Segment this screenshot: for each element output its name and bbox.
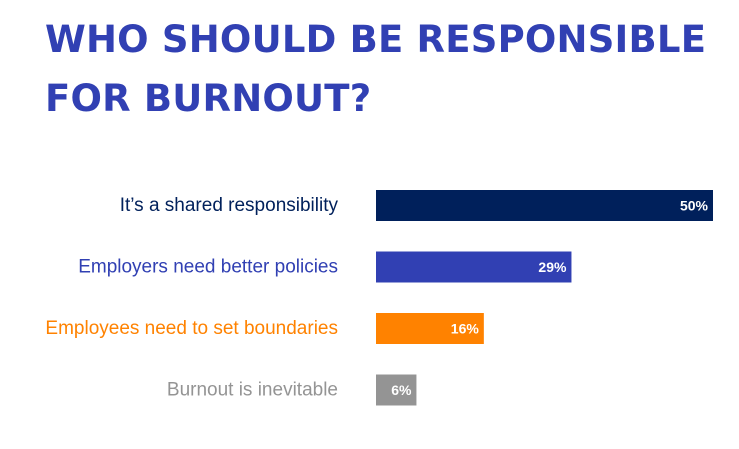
bar-row: Employers need better policies 29% [78,251,572,283]
value-label: 16% [451,321,480,337]
bar [376,251,572,283]
bar-row: It’s a shared responsibility 50% [120,190,713,221]
bar [376,313,484,344]
chart-title-line-2: FOR BURNOUT? [45,77,372,120]
category-label: Burnout is inevitable [167,380,338,401]
bar [376,374,417,406]
bar-row: Burnout is inevitable 6% [167,374,417,406]
category-label: It’s a shared responsibility [120,195,339,216]
bar [376,190,713,221]
value-label: 50% [680,198,709,214]
category-label: Employers need better policies [78,257,338,278]
value-label: 29% [538,259,567,275]
bar-row: Employees need to set boundaries 16% [45,313,484,344]
value-label: 6% [391,382,412,398]
chart-title-line-1: WHO SHOULD BE RESPONSIBLE [45,18,707,61]
category-label: Employees need to set boundaries [45,318,338,339]
chart-title: WHO SHOULD BE RESPONSIBLE FOR BURNOUT? [45,10,706,128]
